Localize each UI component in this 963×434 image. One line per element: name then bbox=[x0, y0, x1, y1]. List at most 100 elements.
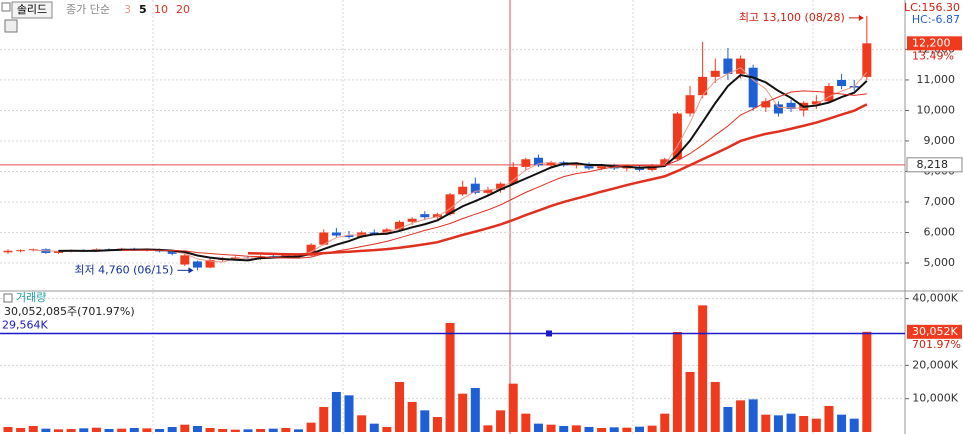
volume-bar bbox=[445, 323, 455, 432]
candle-body bbox=[672, 113, 682, 160]
candle-body bbox=[597, 165, 607, 169]
candle-body bbox=[432, 214, 442, 218]
candle-body bbox=[761, 101, 771, 108]
y-tick-label: 5,000 bbox=[924, 256, 956, 269]
candle-body bbox=[862, 43, 872, 77]
volume-bar bbox=[862, 331, 872, 432]
candle-body bbox=[28, 249, 38, 251]
volume-bar bbox=[483, 425, 493, 432]
volume-bar bbox=[698, 305, 708, 432]
y-tick-label: 11,000 bbox=[917, 73, 956, 86]
volume-bar bbox=[736, 400, 746, 432]
volume-bar bbox=[180, 424, 190, 432]
high-note: 최고 13,100 (08/28) bbox=[739, 11, 845, 24]
candle-body bbox=[3, 250, 13, 253]
volume-bar bbox=[104, 429, 114, 432]
y-tick-label: 7,000 bbox=[924, 195, 956, 208]
volume-bar bbox=[205, 428, 215, 432]
ma-legend: 20 bbox=[176, 3, 190, 16]
volume-bar bbox=[256, 429, 266, 432]
volume-bar bbox=[496, 410, 506, 432]
volume-bar bbox=[129, 428, 139, 432]
volume-bar bbox=[672, 332, 682, 432]
y-tick-label: 40,000K bbox=[912, 292, 958, 305]
toolbar-button-label[interactable]: 솔리드 bbox=[17, 3, 47, 16]
y-tick-label: 9,000 bbox=[924, 134, 956, 147]
volume-bar bbox=[849, 418, 859, 432]
candle-body bbox=[54, 251, 64, 253]
candle-body bbox=[483, 189, 493, 193]
volume-legend-swatch bbox=[3, 293, 13, 303]
volume-bar bbox=[748, 399, 758, 432]
volume-bar bbox=[837, 414, 847, 432]
volume-bar bbox=[192, 426, 202, 432]
candle-body bbox=[496, 183, 506, 190]
candle-body bbox=[445, 194, 455, 215]
ma-line bbox=[121, 90, 867, 259]
hc-label: HC:-6.87 bbox=[912, 13, 960, 26]
volume-bar bbox=[369, 423, 379, 432]
volume-reference-label: 29,564K bbox=[2, 318, 48, 331]
volume-bar bbox=[3, 427, 13, 432]
candle-body bbox=[660, 159, 670, 166]
volume-bar bbox=[458, 393, 468, 432]
volume-bar bbox=[432, 417, 442, 432]
toolbar-button[interactable] bbox=[11, 1, 53, 19]
candle-body bbox=[306, 244, 316, 256]
volume-bar bbox=[420, 410, 430, 432]
candle-body bbox=[824, 86, 834, 102]
candle-body bbox=[344, 235, 354, 238]
volume-bar bbox=[91, 427, 101, 432]
candle-body bbox=[786, 102, 796, 109]
crosshair-box bbox=[906, 157, 963, 173]
volume-bar bbox=[533, 423, 543, 432]
candle-body bbox=[533, 157, 543, 166]
volume-bar bbox=[142, 428, 152, 432]
volume-bar bbox=[230, 429, 240, 432]
volume-bar bbox=[306, 422, 316, 432]
volume-title: 거래량 bbox=[16, 291, 46, 304]
candle-body bbox=[723, 58, 733, 74]
volume-bar bbox=[723, 407, 733, 432]
candle-body bbox=[331, 232, 341, 236]
volume-bar bbox=[331, 392, 341, 432]
y-tick-label: 20,000K bbox=[912, 358, 958, 371]
volume-bar bbox=[117, 428, 127, 432]
lc-label: LC:156.30 bbox=[904, 1, 960, 14]
candle-body bbox=[622, 166, 632, 169]
toolbar-icon[interactable] bbox=[1, 2, 11, 12]
volume-bar bbox=[811, 418, 821, 432]
ma-legend: 3 bbox=[124, 3, 131, 16]
volume-bar bbox=[268, 428, 278, 432]
candle-body bbox=[167, 251, 177, 254]
candle-body bbox=[837, 79, 847, 87]
last-price-label: 12,200 bbox=[912, 36, 951, 49]
candle-body bbox=[773, 104, 783, 114]
last-volume-box bbox=[907, 324, 962, 339]
last-volume-label: 30,052K bbox=[912, 325, 958, 338]
grid-icon[interactable] bbox=[4, 19, 18, 33]
low-arrow-head bbox=[188, 267, 194, 274]
ma-label: 종가 단순 bbox=[66, 3, 110, 16]
crosshair-label: 8,218 bbox=[917, 158, 949, 171]
ma-line bbox=[58, 73, 868, 262]
volume-bar bbox=[571, 425, 581, 432]
candle-body bbox=[710, 70, 720, 77]
vertical-grid bbox=[152, 0, 814, 434]
candle-body bbox=[685, 95, 695, 114]
volume-bar bbox=[395, 382, 405, 432]
candle-body bbox=[319, 232, 329, 245]
reference-marker bbox=[546, 330, 552, 337]
candle-body bbox=[470, 183, 480, 193]
volume-bar bbox=[66, 429, 76, 432]
volume-bar bbox=[622, 427, 632, 432]
volume-bar bbox=[647, 425, 657, 432]
candle-body bbox=[736, 58, 746, 74]
volume-bar bbox=[685, 372, 695, 432]
volume-bar bbox=[79, 428, 89, 432]
volume-bar bbox=[470, 388, 480, 432]
candle-body bbox=[407, 218, 417, 222]
candle-body bbox=[458, 186, 468, 195]
